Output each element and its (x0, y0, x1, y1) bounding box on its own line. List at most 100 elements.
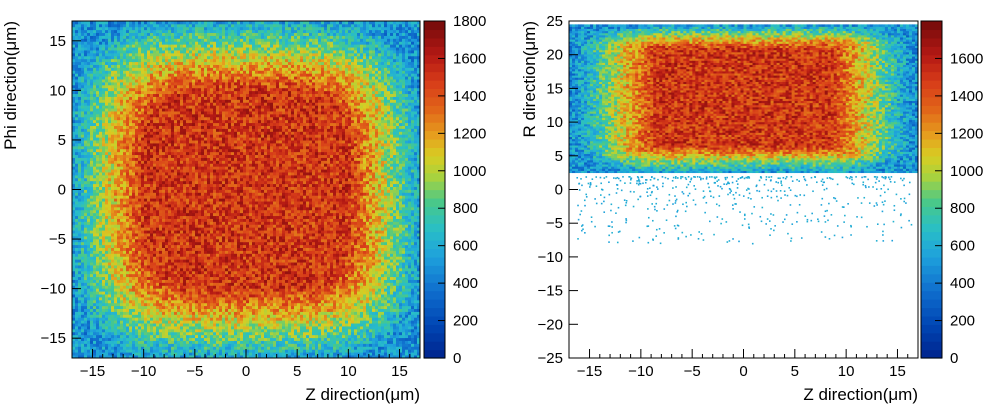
heatmap-cell (177, 235, 181, 240)
heatmap-cell (105, 256, 109, 260)
heatmap-cell (81, 116, 85, 121)
heatmap-cell (129, 244, 133, 249)
heatmap-cell (90, 349, 94, 353)
heatmap-cell (81, 349, 85, 353)
heatmap-cell (84, 296, 88, 301)
heatmap-cell (126, 209, 130, 214)
heatmap-cell (150, 238, 154, 243)
heatmap-cell (180, 241, 184, 246)
heatmap-cell (150, 137, 154, 141)
heatmap-cell (123, 209, 127, 214)
heatmap-cell (114, 140, 118, 144)
heatmap-cell (102, 76, 106, 80)
heatmap-cell (147, 47, 151, 51)
heatmap-cell (192, 58, 196, 63)
heatmap-cell (81, 160, 85, 164)
heatmap-cell (81, 122, 85, 126)
heatmap-cell (93, 323, 97, 327)
heatmap-cell (117, 267, 121, 272)
heatmap-cell (105, 343, 109, 347)
heatmap-cell (198, 50, 202, 54)
heatmap-cell (156, 73, 160, 77)
heatmap-cell (144, 291, 148, 295)
heatmap-cell (156, 317, 160, 321)
heatmap-cell (183, 267, 187, 272)
heatmap-cell (174, 279, 178, 283)
heatmap-cell (117, 29, 121, 34)
heatmap-cell (135, 26, 139, 31)
heatmap-cell (171, 244, 175, 249)
heatmap-cell (171, 125, 175, 129)
heatmap-cell (138, 137, 142, 141)
heatmap-cell (180, 87, 184, 92)
heatmap-cell (87, 218, 91, 222)
heatmap-cell (111, 265, 115, 269)
heatmap-cell (114, 151, 118, 156)
heatmap-cell (171, 311, 175, 315)
heatmap-cell (147, 50, 151, 54)
heatmap-cell (96, 119, 100, 124)
heatmap-cell (87, 82, 91, 86)
heatmap-cell (117, 244, 121, 249)
heatmap-cell (165, 262, 169, 266)
heatmap-cell (180, 352, 184, 356)
heatmap-cell (177, 247, 181, 251)
heatmap-cell (177, 296, 181, 301)
heatmap-cell (159, 111, 163, 115)
heatmap-cell (87, 122, 91, 126)
heatmap-cell (144, 58, 148, 63)
heatmap-cell (84, 47, 88, 51)
heatmap-cell (177, 41, 181, 45)
heatmap-cell (186, 26, 190, 31)
heatmap-cell (138, 76, 142, 80)
heatmap-cell (108, 58, 112, 63)
heatmap-cell (132, 134, 136, 138)
heatmap-cell (114, 67, 118, 71)
heatmap-cell (165, 285, 169, 289)
heatmap-cell (129, 174, 133, 179)
heatmap-cell (168, 102, 172, 106)
heatmap-cell (129, 340, 133, 344)
heatmap-cell (72, 151, 76, 156)
heatmap-cell (189, 282, 193, 286)
heatmap-cell (123, 343, 127, 347)
heatmap-cell (135, 233, 139, 237)
heatmap-cell (93, 84, 97, 89)
heatmap-cell (75, 183, 79, 187)
heatmap-cell (138, 233, 142, 237)
heatmap-cell (72, 61, 76, 65)
heatmap-cell (84, 311, 88, 315)
heatmap-cell (138, 308, 142, 312)
heatmap-cell (129, 294, 133, 298)
heatmap-cell (195, 294, 199, 298)
heatmap-cell (93, 285, 97, 289)
heatmap-cell (102, 349, 106, 353)
heatmap-cell (78, 93, 82, 97)
heatmap-cell (75, 302, 79, 307)
heatmap-cell (75, 355, 79, 358)
heatmap-cell (192, 337, 196, 341)
heatmap-cell (159, 99, 163, 103)
heatmap-cell (171, 285, 175, 289)
heatmap-cell (138, 328, 142, 333)
heatmap-cell (75, 326, 79, 330)
heatmap-cell (75, 201, 79, 205)
heatmap-cell (84, 26, 88, 31)
heatmap-cell (111, 26, 115, 31)
heatmap-cell (153, 198, 157, 202)
heatmap-cell (105, 76, 109, 80)
heatmap-cell (90, 44, 94, 48)
heatmap-cell (168, 111, 172, 115)
heatmap-cell (87, 186, 91, 190)
heatmap-cell (171, 76, 175, 80)
heatmap-cell (189, 224, 193, 228)
heatmap-cell (195, 201, 199, 205)
heatmap-cell (72, 326, 76, 330)
heatmap-cell (96, 76, 100, 80)
heatmap-cell (87, 291, 91, 295)
heatmap-cell (180, 113, 184, 118)
heatmap-cell (84, 148, 88, 153)
heatmap-cell (150, 253, 154, 257)
heatmap-cell (75, 29, 79, 34)
heatmap-cell (165, 201, 169, 205)
